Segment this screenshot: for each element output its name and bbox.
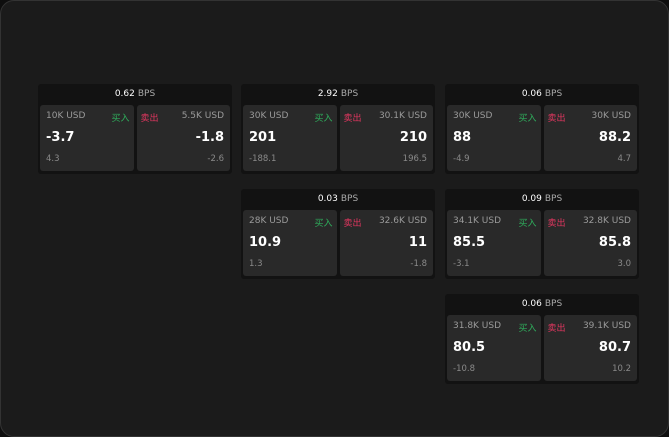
quote-card: 0.06 BPS 31.8K USD 买入 80.5 -10.8 39.1K USD 卖出… (445, 294, 639, 384)
sell-diff: 3.0 (617, 259, 631, 269)
spread-value: 0.09 (521, 194, 542, 204)
buy-label: 买入 (314, 219, 333, 229)
sell-label: 卖出 (547, 324, 566, 334)
buy-price: 88 (453, 130, 472, 145)
buy-size: 34.1K USD (453, 216, 502, 226)
sell-price: 210 (399, 130, 427, 145)
quote-card: 0.03 BPS 28K USD 买入 10.9 1.3 32.6K USD 卖出 11 -1… (241, 189, 435, 279)
sell-price: 88.2 (598, 130, 631, 145)
sell-panel[interactable]: 5.5K USD 卖出 -1.8 -2.6 (136, 105, 230, 171)
buy-panel[interactable]: 30K USD 买入 88 -4.9 (447, 105, 541, 171)
buy-diff: -10.8 (453, 364, 475, 374)
sell-price: -1.8 (195, 130, 224, 145)
sell-size: 32.6K USD (378, 216, 427, 226)
buy-size: 30K USD (249, 111, 289, 121)
buy-diff: -4.9 (453, 154, 470, 164)
sell-size: 5.5K USD (181, 111, 224, 121)
buy-diff: -188.1 (249, 154, 277, 164)
sell-price: 85.8 (598, 235, 631, 250)
sell-diff: -2.6 (207, 154, 224, 164)
buy-panel[interactable]: 28K USD 买入 10.9 1.3 (243, 210, 337, 276)
buy-size: 28K USD (249, 216, 289, 226)
spread-header: 0.06 BPS (445, 294, 639, 315)
sell-price: 11 (408, 235, 427, 250)
sell-diff: 10.2 (612, 364, 631, 374)
spread-value: 0.62 (114, 89, 135, 99)
spread-header: 2.92 BPS (241, 84, 435, 105)
buy-price: 80.5 (453, 340, 486, 355)
sell-panel[interactable]: 30.1K USD 卖出 210 196.5 (339, 105, 433, 171)
sell-size: 39.1K USD (582, 321, 631, 331)
quote-card: 2.92 BPS 30K USD 买入 201 -188.1 30.1K USD 卖出 21… (241, 84, 435, 174)
sell-label: 卖出 (343, 114, 362, 124)
sell-diff: 4.7 (617, 154, 631, 164)
sell-size: 32.8K USD (582, 216, 631, 226)
buy-diff: 1.3 (249, 259, 263, 269)
buy-size: 31.8K USD (453, 321, 502, 331)
sell-panel[interactable]: 32.8K USD 卖出 85.8 3.0 (543, 210, 637, 276)
buy-panel[interactable]: 31.8K USD 买入 80.5 -10.8 (447, 315, 541, 381)
buy-size: 30K USD (453, 111, 493, 121)
quote-card: 0.62 BPS 10K USD 买入 -3.7 4.3 5.5K USD 卖出 -1.8 -… (38, 84, 232, 174)
buy-label: 买入 (518, 114, 537, 124)
spread-header: 0.03 BPS (241, 189, 435, 210)
buy-diff: -3.1 (453, 259, 470, 269)
spread-value: 0.03 (317, 194, 338, 204)
sell-label: 卖出 (343, 219, 362, 229)
spread-unit: BPS (544, 194, 563, 204)
buy-label: 买入 (111, 114, 130, 124)
spread-header: 0.06 BPS (445, 84, 639, 105)
buy-label: 买入 (518, 324, 537, 334)
sell-size: 30K USD (591, 111, 631, 121)
buy-panel[interactable]: 30K USD 买入 201 -188.1 (243, 105, 337, 171)
spread-value: 0.06 (521, 299, 542, 309)
buy-panel[interactable]: 34.1K USD 买入 85.5 -3.1 (447, 210, 541, 276)
buy-price: -3.7 (46, 130, 75, 145)
spread-header: 0.62 BPS (38, 84, 232, 105)
quote-card: 0.06 BPS 30K USD 买入 88 -4.9 30K USD 卖出 88.2 4.7 (445, 84, 639, 174)
sell-label: 卖出 (547, 114, 566, 124)
sell-size: 30.1K USD (378, 111, 427, 121)
spread-unit: BPS (544, 89, 563, 99)
sell-panel[interactable]: 39.1K USD 卖出 80.7 10.2 (543, 315, 637, 381)
spread-unit: BPS (340, 89, 359, 99)
buy-panel[interactable]: 10K USD 买入 -3.7 4.3 (40, 105, 134, 171)
spread-unit: BPS (137, 89, 156, 99)
spread-unit: BPS (340, 194, 359, 204)
sell-panel[interactable]: 32.6K USD 卖出 11 -1.8 (339, 210, 433, 276)
sell-panel[interactable]: 30K USD 卖出 88.2 4.7 (543, 105, 637, 171)
sell-label: 卖出 (140, 114, 159, 124)
buy-label: 买入 (314, 114, 333, 124)
sell-diff: 196.5 (402, 154, 427, 164)
buy-price: 10.9 (249, 235, 282, 250)
sell-price: 80.7 (598, 340, 631, 355)
buy-price: 201 (249, 130, 277, 145)
quote-card: 0.09 BPS 34.1K USD 买入 85.5 -3.1 32.8K USD 卖出 8… (445, 189, 639, 279)
buy-label: 买入 (518, 219, 537, 229)
buy-price: 85.5 (453, 235, 486, 250)
spread-value: 0.06 (521, 89, 542, 99)
spread-header: 0.09 BPS (445, 189, 639, 210)
buy-diff: 4.3 (46, 154, 60, 164)
buy-size: 10K USD (46, 111, 86, 121)
spread-value: 2.92 (317, 89, 338, 99)
sell-label: 卖出 (547, 219, 566, 229)
spread-unit: BPS (544, 299, 563, 309)
sell-diff: -1.8 (410, 259, 427, 269)
